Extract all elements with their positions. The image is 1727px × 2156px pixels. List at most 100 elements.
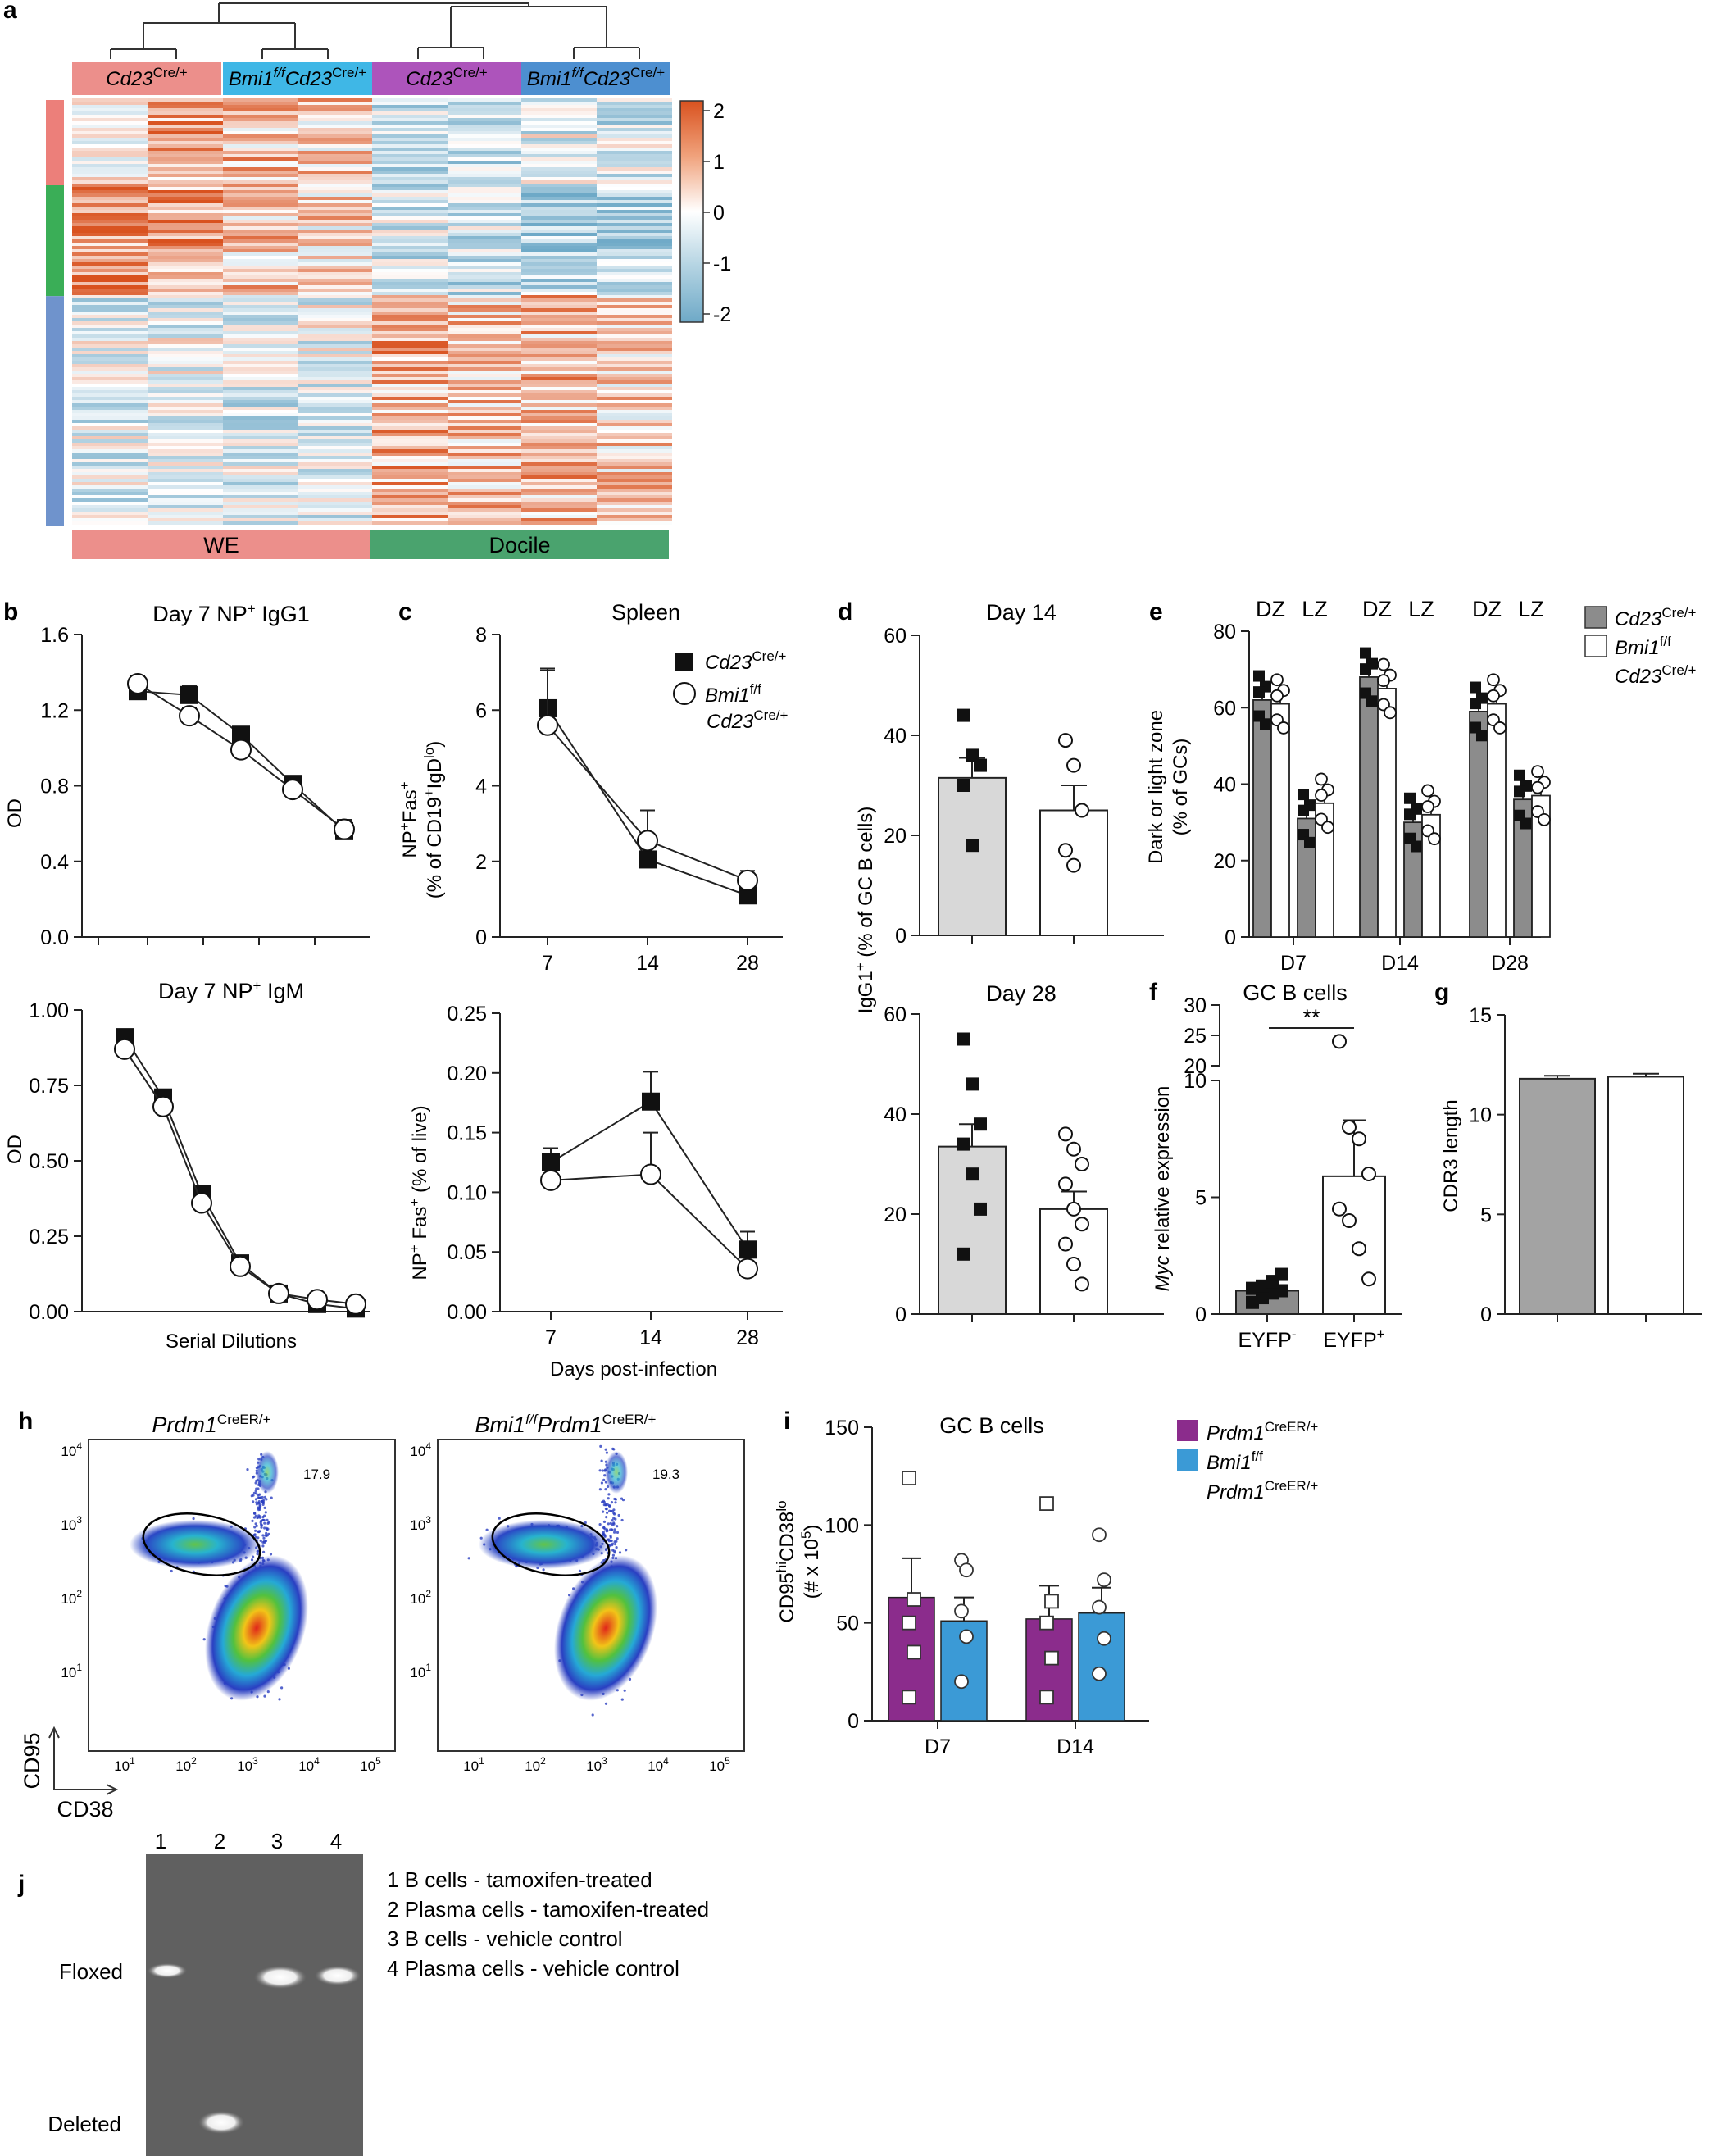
flow-event-dot (265, 1531, 268, 1535)
heatmap-cell (223, 334, 298, 339)
heatmap-cell (298, 472, 374, 476)
data-point-circle (1377, 657, 1390, 671)
heatmap-cell (223, 203, 298, 207)
colorbar-tick-label: 2 (713, 100, 725, 123)
heatmap-cell (298, 213, 374, 217)
heatmap-cell (597, 193, 672, 198)
y-tick-label: 0 (848, 1710, 859, 1733)
heatmap-cell (372, 125, 448, 129)
heatmap-cell (372, 469, 448, 473)
heatmap-cell (72, 154, 148, 158)
heatmap-cell (597, 338, 672, 342)
heatmap-cell (298, 200, 374, 204)
heatmap-cell (521, 341, 597, 345)
heatmap-cell (448, 144, 523, 148)
heatmap-cell (148, 390, 223, 394)
y-tick-label: 40 (884, 1103, 907, 1126)
heatmap-cell (372, 492, 448, 496)
heatmap-cell (448, 164, 523, 168)
heatmap-cell (72, 390, 148, 394)
heatmap-cell (223, 308, 298, 312)
gc-gate (491, 1512, 611, 1576)
heatmap-cell (72, 184, 148, 188)
heatmap-cell (148, 318, 223, 322)
heatmap-cell (372, 426, 448, 430)
heatmap-cell (597, 489, 672, 493)
heatmap-cell (448, 410, 523, 414)
heatmap-cell (298, 482, 374, 486)
heatmap-cell (72, 341, 148, 345)
heatmap-cell (72, 164, 148, 168)
heatmap-cell (597, 292, 672, 296)
heatmap-cell (72, 400, 148, 404)
heatmap-cell (597, 102, 672, 106)
heatmap-cell (298, 423, 374, 427)
heatmap-cell (298, 285, 374, 289)
significance-label: ** (1302, 1005, 1320, 1030)
heatmap-cell (148, 292, 223, 296)
heatmap-cell (298, 193, 374, 198)
heatmap-cell (521, 446, 597, 450)
heatmap-cell (597, 407, 672, 411)
flow-event-dot (607, 1497, 610, 1500)
flow-event-dot (256, 1516, 259, 1520)
legend-circle-marker (673, 682, 696, 705)
heatmap-cell (521, 108, 597, 112)
heatmap-cell (521, 98, 597, 102)
heatmap-cell (148, 508, 223, 512)
data-point-circle (1321, 821, 1334, 835)
x-tick-sup: - (1292, 1326, 1297, 1342)
x-tick-label: 105 (709, 1755, 730, 1774)
heatmap-cell (148, 456, 223, 460)
heatmap-cell (72, 308, 148, 312)
heatmap-cell (521, 344, 597, 348)
heatmap-cell (521, 259, 597, 263)
heatmap-cell (223, 252, 298, 257)
heatmap-cell (597, 285, 672, 289)
heatmap-cell (597, 443, 672, 447)
heatmap-cell (298, 275, 374, 280)
heatmap-cell (72, 453, 148, 457)
flow-event-dot (607, 1493, 611, 1496)
heatmap-cell (72, 439, 148, 443)
heatmap-cell (597, 207, 672, 211)
heatmap-cell (448, 357, 523, 362)
heatmap-cell (298, 233, 374, 237)
heatmap-cell (223, 351, 298, 355)
heatmap-cell (72, 459, 148, 463)
data-point-circle (1315, 772, 1328, 786)
zone-label: LZ (1518, 597, 1544, 621)
heatmap-cell (521, 439, 597, 443)
svg-text:(% of CD19+IgDlo): (% of CD19+IgDlo) (421, 741, 446, 899)
y-tick-label: 80 (1213, 621, 1236, 644)
i-legend-item-2: Bmi1f/f (1207, 1449, 1263, 1474)
heatmap-cell (597, 328, 672, 332)
panel-b: b Day 7 NP+ IgG1 OD 0.00.40.81.21.6 Day … (3, 598, 370, 1353)
heatmap-cell (298, 184, 374, 188)
data-point-open-square (902, 1690, 916, 1705)
heatmap-cell (223, 190, 298, 194)
heatmap-cell (521, 141, 597, 145)
flow-event-dot (602, 1526, 606, 1529)
group-bar-label-2: Bmi1f/fCd23Cre/+ (229, 65, 366, 90)
heatmap-cell (597, 344, 672, 348)
heatmap-cell (298, 207, 374, 211)
heatmap-cell (223, 108, 298, 112)
heatmap-cell (148, 416, 223, 421)
heatmap-cell (148, 341, 223, 345)
heatmap-cell (298, 361, 374, 365)
heatmap-cell (448, 216, 523, 221)
heatmap-cell (597, 121, 672, 125)
heatmap-cell (521, 410, 597, 414)
heatmap-cell (148, 220, 223, 224)
heatmap-cell (72, 187, 148, 191)
heatmap-cell (597, 508, 672, 512)
heatmap-cell (148, 436, 223, 440)
heatmap-cell (148, 187, 223, 191)
heatmap-cell (223, 141, 298, 145)
heatmap-cell (521, 121, 597, 125)
heatmap-cell (372, 151, 448, 155)
flow-event-dot (261, 1540, 265, 1544)
heatmap-cell (72, 351, 148, 355)
flow-event-dot (254, 1490, 257, 1493)
